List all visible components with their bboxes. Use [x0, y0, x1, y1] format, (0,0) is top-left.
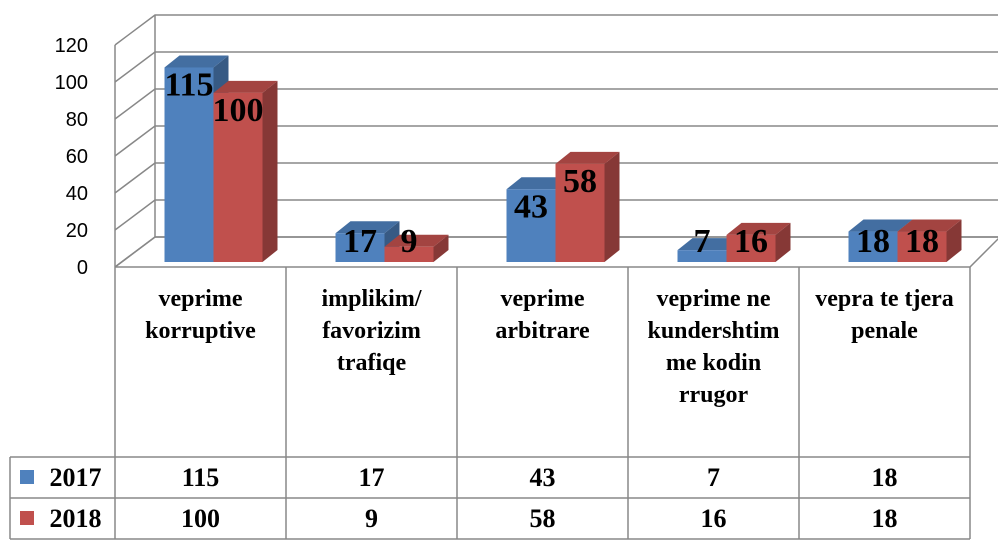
bar-side — [604, 151, 620, 262]
legend-label: 2018 — [49, 503, 102, 533]
bar-front — [848, 231, 898, 262]
y-tick-label: 60 — [66, 146, 88, 168]
bar-top — [384, 234, 449, 247]
grid-line — [114, 14, 998, 46]
bar — [555, 151, 620, 262]
bar-front — [555, 163, 605, 262]
bar-top — [506, 177, 571, 190]
table-value: 18 — [871, 462, 898, 492]
category-label: veprime korruptive — [145, 286, 256, 344]
bar-top — [848, 219, 913, 232]
table-value: 9 — [365, 503, 378, 533]
data-label: 16 — [734, 223, 768, 260]
bar-side — [946, 219, 962, 262]
table-value: 16 — [700, 503, 727, 533]
bar-front — [726, 234, 776, 262]
legend-label: 2017 — [49, 462, 102, 492]
table-value: 43 — [529, 462, 556, 492]
data-label: 100 — [213, 92, 264, 129]
bar-top — [726, 222, 791, 235]
grid-line — [114, 51, 998, 83]
bar — [726, 222, 791, 262]
table-value: 58 — [529, 503, 556, 533]
y-tick-label: 100 — [55, 72, 88, 94]
table-value: 7 — [707, 462, 720, 492]
bar-side — [262, 80, 278, 262]
bar-front — [335, 233, 385, 262]
data-label: 58 — [563, 163, 597, 200]
category-label: vepra te tjera penale — [815, 286, 954, 344]
y-tick-label: 120 — [55, 35, 88, 57]
bar — [384, 234, 449, 262]
bar — [213, 80, 278, 262]
bar-top — [897, 219, 962, 232]
legend-swatch — [20, 470, 34, 484]
data-label: 43 — [514, 188, 548, 225]
data-label: 18 — [905, 223, 939, 260]
y-tick-label: 20 — [66, 220, 88, 242]
bar-top — [213, 80, 278, 93]
bar — [897, 219, 962, 262]
bar-front — [384, 246, 434, 262]
bar-front — [897, 231, 947, 262]
bar-front — [164, 67, 214, 262]
bar-front — [213, 92, 263, 262]
data-label: 7 — [694, 223, 711, 260]
table-value: 100 — [181, 503, 220, 533]
bar-front — [506, 189, 556, 262]
data-label: 18 — [856, 223, 890, 260]
data-label: 9 — [401, 223, 418, 260]
table-value: 115 — [181, 462, 220, 492]
bar-top — [677, 238, 742, 251]
bar-top — [164, 55, 229, 68]
category-label: veprime ne kundershtim me kodin rrugor — [647, 286, 780, 408]
data-label: 17 — [343, 223, 377, 260]
bar-top — [335, 221, 400, 234]
data-label: 115 — [164, 66, 213, 103]
table-value: 17 — [358, 462, 385, 492]
table-value: 18 — [871, 503, 898, 533]
category-label: veprime arbitrare — [495, 286, 590, 344]
bar-side — [775, 222, 791, 262]
bar-side — [433, 234, 449, 262]
legend-swatch — [20, 511, 34, 525]
y-tick-label: 80 — [66, 109, 88, 131]
bar-top — [555, 151, 620, 164]
y-tick-label: 40 — [66, 183, 88, 205]
category-label: implikim/ favorizim trafiqe — [321, 286, 422, 376]
y-tick-label: 0 — [77, 257, 88, 279]
bar-front — [677, 250, 727, 262]
